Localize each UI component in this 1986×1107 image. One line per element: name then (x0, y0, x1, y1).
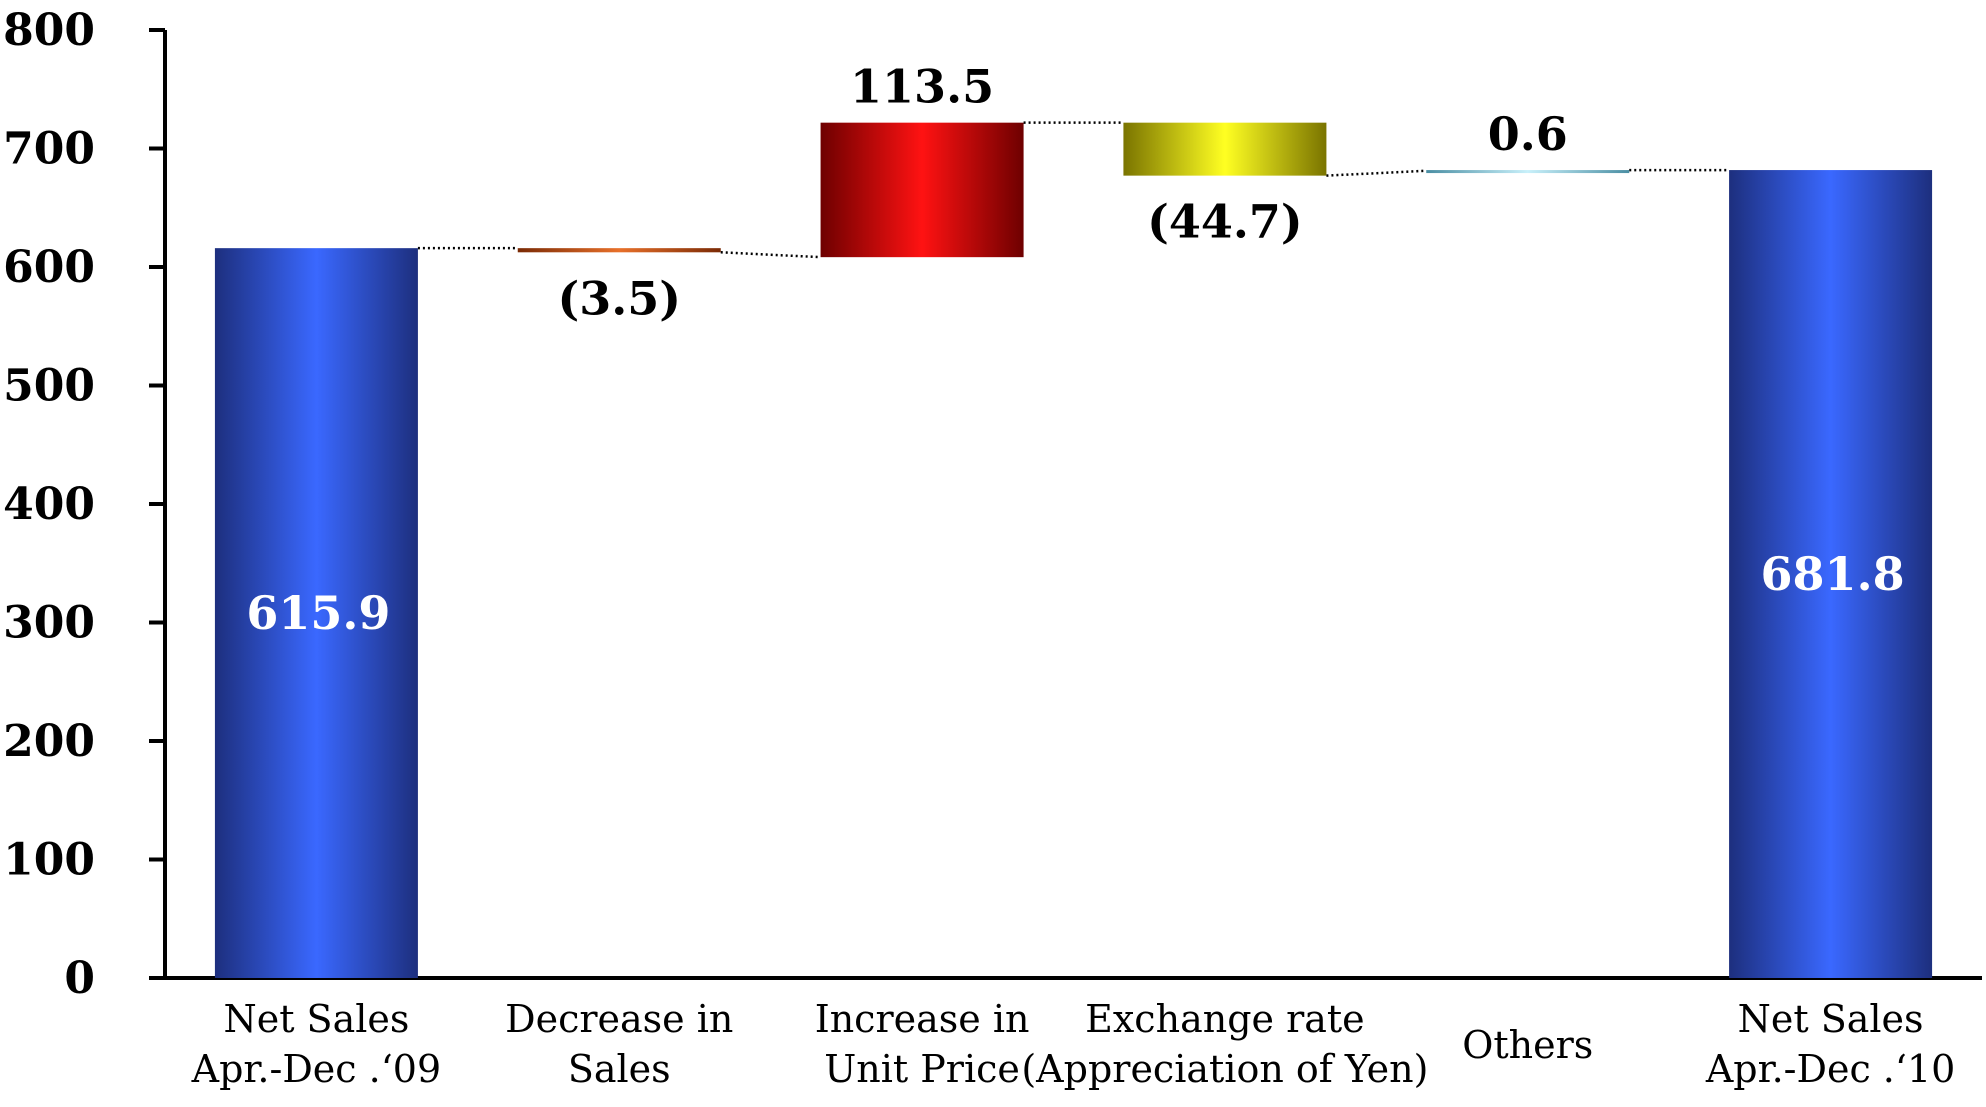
y-tick-label: 800 (3, 5, 95, 56)
axes: 0 100 200 300 400 500 600 700 800 (3, 5, 1982, 1004)
category-label: Apr.-Dec .‘10 (1705, 1047, 1956, 1091)
connectors (417, 121, 1730, 259)
data-labels: 615.9 (3.5) 113.5 (44.7) 0.6 681.8 (246, 60, 1904, 640)
bar-4 (1426, 170, 1630, 174)
bar-2 (820, 122, 1024, 258)
category-label: Unit Price (824, 1047, 1020, 1091)
y-tick-label: 600 (3, 242, 95, 293)
y-tick-label: 700 (3, 124, 95, 175)
bars (214, 122, 1933, 978)
category-label: Decrease in (505, 997, 733, 1041)
y-tick-label: 100 (3, 835, 95, 886)
connector-line (720, 251, 821, 259)
category-label: Net Sales (1738, 997, 1924, 1041)
data-label: 0.6 (1488, 107, 1568, 161)
bar-3 (1123, 122, 1327, 176)
data-label: (44.7) (1147, 195, 1303, 249)
category-labels: Net Sales Apr.-Dec .‘09 Decrease in Sales In… (191, 997, 1956, 1091)
category-label: Apr.-Dec .‘09 (191, 1047, 442, 1091)
connector-line (1326, 169, 1427, 177)
data-label: 681.8 (1761, 547, 1905, 601)
bar-0 (214, 248, 418, 978)
y-tick-label: 300 (3, 598, 95, 649)
category-label: Exchange rate (1085, 997, 1365, 1041)
category-label: Net Sales (223, 997, 409, 1041)
y-tick-label: 400 (3, 479, 95, 530)
y-tick-label: 500 (3, 361, 95, 412)
category-label: (Appreciation of Yen) (1021, 1047, 1428, 1091)
category-label: Increase in (815, 997, 1030, 1041)
y-tick-label: 0 (64, 953, 95, 1004)
data-label: 615.9 (246, 586, 390, 640)
bar-1 (517, 248, 721, 253)
y-tick-label: 200 (3, 716, 95, 767)
bar-5 (1729, 170, 1933, 978)
data-label: (3.5) (557, 271, 681, 325)
category-label: Sales (568, 1047, 671, 1091)
category-label: Others (1462, 1023, 1593, 1067)
data-label: 113.5 (850, 60, 994, 114)
